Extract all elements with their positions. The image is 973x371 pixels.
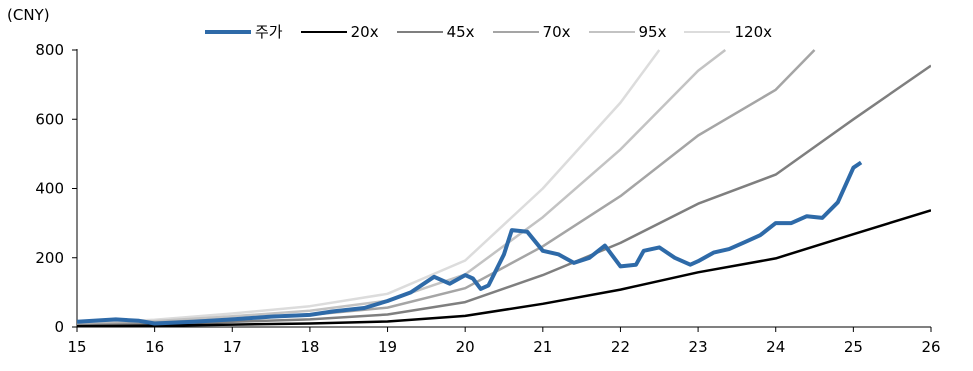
legend-swatch-45x xyxy=(396,30,443,33)
legend-item-95x: 95x xyxy=(588,22,667,41)
y-tick-label: 0 xyxy=(54,318,64,336)
legend-label-70x: 70x xyxy=(542,22,571,41)
y-tick-label: 200 xyxy=(35,249,64,267)
y-tick-label: 600 xyxy=(35,110,64,128)
y-tick-label: 800 xyxy=(35,41,64,59)
legend-label-95x: 95x xyxy=(638,22,667,41)
legend-swatch-70x xyxy=(492,30,539,33)
series-line-120x xyxy=(77,49,661,325)
legend-swatch-120x xyxy=(684,30,731,33)
series-line-95x xyxy=(77,49,727,326)
x-tick-label: 18 xyxy=(300,338,319,356)
legend-label-20x: 20x xyxy=(350,22,379,41)
legend-item-120x: 120x xyxy=(684,23,772,41)
x-tick-label: 19 xyxy=(378,338,397,356)
x-tick-label: 20 xyxy=(456,338,475,356)
y-axis-unit-label: (CNY) xyxy=(7,6,50,24)
x-tick-label: 17 xyxy=(223,338,242,356)
x-tick-label: 25 xyxy=(844,338,863,356)
legend-swatch-20x xyxy=(300,30,347,33)
x-tick-label: 16 xyxy=(145,338,164,356)
series-line-20x xyxy=(77,209,931,328)
x-tick-label: 21 xyxy=(533,338,552,356)
legend-label-stock-price: 주가 xyxy=(255,23,283,41)
legend-label-120x: 120x xyxy=(734,22,772,41)
x-tick-label: 15 xyxy=(67,338,86,356)
legend-item-70x: 70x xyxy=(492,22,571,41)
x-tick-label: 26 xyxy=(921,338,940,356)
x-tick-label: 22 xyxy=(611,338,630,356)
legend-item-45x: 45x xyxy=(396,22,475,41)
legend-swatch-95x xyxy=(588,30,635,33)
legend-label-45x: 45x xyxy=(446,22,475,41)
x-tick-label: 23 xyxy=(689,338,708,356)
y-tick-label: 400 xyxy=(35,180,64,198)
legend-item-20x: 20x xyxy=(300,22,379,41)
legend-swatch-stock-price xyxy=(205,29,251,34)
chart-legend: 주가 20x 45x 70x 95x 120x xyxy=(205,21,790,42)
x-tick-label: 24 xyxy=(766,338,785,356)
legend-item-stock-price: 주가 xyxy=(205,21,283,42)
series-line-45x xyxy=(77,64,931,327)
series-line-stock-price xyxy=(77,160,863,326)
